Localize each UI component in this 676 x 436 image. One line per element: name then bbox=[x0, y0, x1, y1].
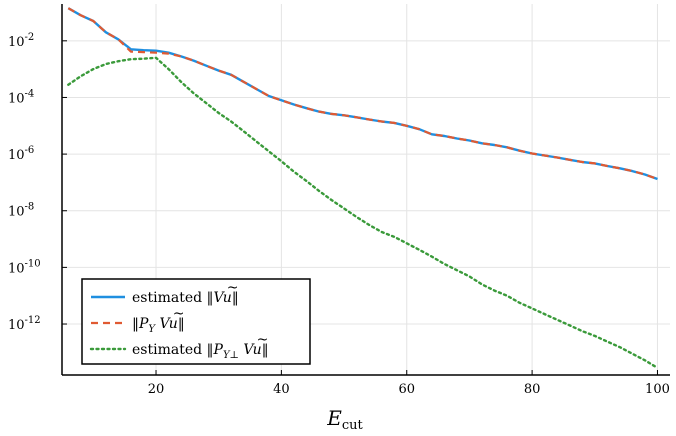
y-tick-label: 10-10 bbox=[8, 258, 41, 276]
tilde-mark: ~ bbox=[173, 306, 185, 322]
series-line-3 bbox=[67, 56, 659, 370]
series-group bbox=[67, 7, 659, 370]
y-tick-label: 10-12 bbox=[8, 315, 41, 333]
series-line-2 bbox=[67, 7, 658, 181]
x-tick-label: 60 bbox=[398, 382, 415, 397]
y-tick-label: 10-2 bbox=[8, 32, 34, 50]
axes bbox=[61, 4, 670, 376]
y-tick-label: 10-6 bbox=[8, 145, 34, 163]
x-tick-label: 80 bbox=[524, 382, 541, 397]
legend-label-1: estimated ‖Vu‖ bbox=[132, 290, 239, 306]
legend-label-2: ‖PY Vu‖ bbox=[132, 316, 185, 335]
legend: estimated ‖Vu‖~‖PY Vu‖~estimated ‖PY⊥ Vu… bbox=[81, 278, 311, 365]
x-tick-label: 40 bbox=[273, 382, 290, 397]
x-tick-label: 20 bbox=[148, 382, 165, 397]
x-tick-label: 100 bbox=[645, 382, 670, 397]
y-tick-label: 10-8 bbox=[8, 202, 34, 220]
tilde-mark: ~ bbox=[257, 332, 269, 348]
legend-label-3: estimated ‖PY⊥ Vu‖ bbox=[132, 342, 269, 361]
y-tick-label: 10-4 bbox=[8, 88, 34, 106]
tick-labels: 20 40 60 80 100 10-12 10-10 10-8 10-6 10-4 10-2 bbox=[8, 32, 670, 397]
series-line-1 bbox=[67, 7, 658, 181]
x-axis-label: Ecut bbox=[326, 406, 363, 433]
tilde-mark: ~ bbox=[227, 280, 239, 296]
